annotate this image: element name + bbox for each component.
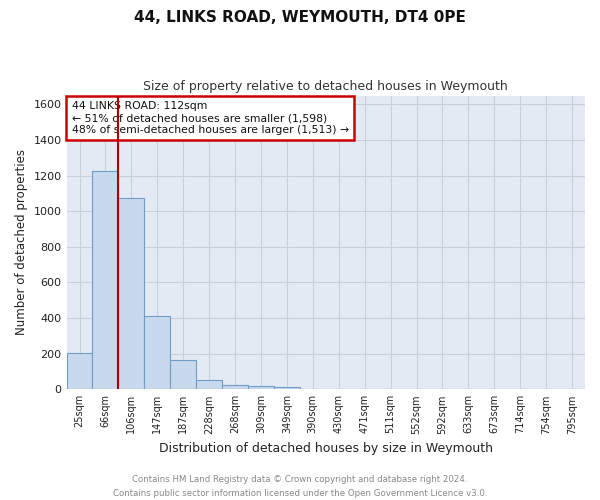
Bar <box>274 386 300 390</box>
Text: Contains HM Land Registry data © Crown copyright and database right 2024.
Contai: Contains HM Land Registry data © Crown c… <box>113 476 487 498</box>
Bar <box>170 360 196 390</box>
Bar <box>67 353 92 390</box>
Bar <box>248 386 274 390</box>
Bar <box>145 316 170 390</box>
Bar <box>118 198 145 390</box>
X-axis label: Distribution of detached houses by size in Weymouth: Distribution of detached houses by size … <box>159 442 493 455</box>
Bar <box>92 171 118 390</box>
Y-axis label: Number of detached properties: Number of detached properties <box>15 150 28 336</box>
Bar <box>222 385 248 390</box>
Text: 44 LINKS ROAD: 112sqm
← 51% of detached houses are smaller (1,598)
48% of semi-d: 44 LINKS ROAD: 112sqm ← 51% of detached … <box>72 102 349 134</box>
Title: Size of property relative to detached houses in Weymouth: Size of property relative to detached ho… <box>143 80 508 93</box>
Bar <box>196 380 222 390</box>
Text: 44, LINKS ROAD, WEYMOUTH, DT4 0PE: 44, LINKS ROAD, WEYMOUTH, DT4 0PE <box>134 10 466 25</box>
